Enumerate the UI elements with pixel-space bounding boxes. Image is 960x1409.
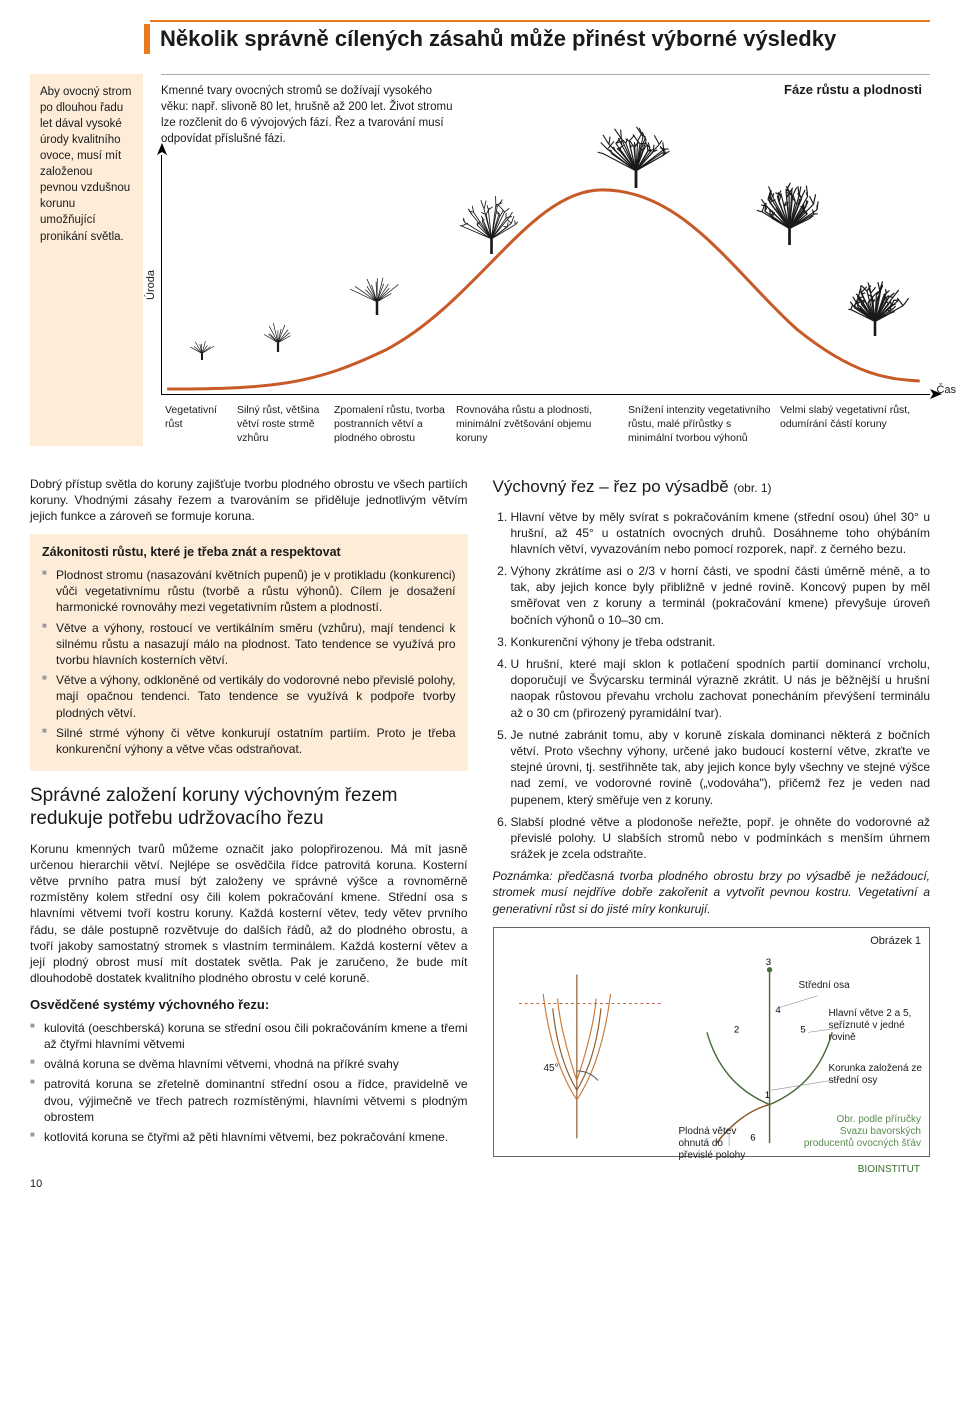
stage-label: Rovnováha růstu a plodnosti, minimální z… [456, 403, 626, 446]
tree-icon [597, 110, 675, 192]
svg-text:5: 5 [800, 1024, 805, 1035]
laws-box: Zákonitosti růstu, které je třeba znát a… [30, 534, 468, 771]
system-item: patrovitá koruna se zřetelně dominantní … [30, 1076, 468, 1125]
law-item: Plodnost stromu (nasazování květních pup… [42, 567, 456, 616]
systems-list: kulovitá (oeschberská) koruna se střední… [30, 1020, 468, 1145]
founding-paragraph: Korunu kmenných tvarů můžeme označit jak… [30, 841, 468, 987]
step-item: Hlavní větve by měly svírat s pokračován… [511, 509, 931, 558]
y-axis-label: Úroda [144, 270, 159, 300]
tree-icon [457, 185, 526, 258]
stage-label: Zpomalení růstu, tvorba postranních větv… [334, 403, 454, 446]
intro-paragraph: Dobrý přístup světla do koruny zajišťuje… [30, 476, 468, 525]
step-item: Slabší plodné větve a plodonoše neřežte,… [511, 814, 931, 863]
system-item: kotlovitá koruna se čtyřmi až pěti hlavn… [30, 1129, 468, 1145]
top-row: Aby ovocný strom po dlouhou řadu let dáv… [30, 74, 930, 446]
law-item: Větve a výhony, rostoucí ve vertikálním … [42, 620, 456, 669]
left-column: Dobrý přístup světla do koruny zajišťuje… [30, 476, 468, 1157]
step-item: U hrušní, které mají sklon k potlačení s… [511, 656, 931, 721]
title-rule [150, 20, 930, 22]
body-columns: Dobrý přístup světla do koruny zajišťuje… [30, 476, 930, 1157]
law-item: Větve a výhony, odkloněné od vertikály d… [42, 672, 456, 721]
tree-icon [842, 270, 908, 340]
step-item: Je nutné zabránit tomu, aby v koruně zís… [511, 727, 931, 808]
x-arrow-icon [928, 389, 942, 399]
figure-caption: Obrázek 1 [870, 934, 921, 949]
svg-text:2: 2 [733, 1024, 738, 1035]
system-item: oválná koruna se dvěma hlavními větvemi,… [30, 1056, 468, 1072]
step-item: Konkurenční výhony je třeba odstranit. [511, 634, 931, 650]
label-axis: Střední osa [799, 980, 850, 992]
stage-label: Velmi slabý vegetativní růst, odumírání … [780, 403, 930, 446]
svg-text:3: 3 [765, 957, 770, 968]
section-heading-founding: Správné založení koruny výchovným řezem … [30, 785, 468, 831]
figure-1: Obrázek 1 [493, 927, 931, 1157]
growth-chart: Kmenné tvary ovocných stromů se dožívají… [161, 74, 930, 446]
right-heading: Výchovný řez – řez po výsadbě (obr. 1) [493, 476, 931, 499]
page-number: 10 [30, 1177, 930, 1192]
right-heading-main: Výchovný řez – řez po výsadbě [493, 477, 729, 496]
tree-icon [752, 170, 827, 249]
tree-icon [257, 310, 299, 356]
label-45: 45° [544, 1063, 559, 1075]
systems-heading: Osvědčené systémy výchovného řezu: [30, 996, 468, 1014]
step-item: Výhony zkrátíme asi o 2/3 v horní části,… [511, 563, 931, 628]
tree-icon [187, 330, 217, 364]
note-paragraph: Poznámka: předčasná tvorba plodného obro… [493, 868, 931, 917]
stage-label: Vegetativní růst [165, 403, 235, 446]
figure-credit: Obr. podle příručky Svazu bavorských pro… [804, 1114, 921, 1150]
stage-label: Silný růst, většina větví roste strmě vz… [237, 403, 332, 446]
steps-list: Hlavní větve by měly svírat s pokračován… [493, 509, 931, 863]
right-heading-ref: (obr. 1) [733, 481, 771, 495]
stage-labels: Vegetativní růstSilný růst, většina větv… [165, 403, 930, 446]
page-title: Několik správně cílených zásahů může při… [144, 24, 930, 54]
phase-title: Fáze růstu a plodnosti [784, 81, 922, 99]
label-main-branches: Hlavní větve 2 a 5, seříznuté v jedné ro… [829, 1008, 929, 1044]
law-item: Silné strmé výhony či větve konkurují os… [42, 725, 456, 757]
stage-label: Snížení intenzity vegetativního růstu, m… [628, 403, 778, 446]
system-item: kulovitá (oeschberská) koruna se střední… [30, 1020, 468, 1052]
curve-box: Úroda Čas [161, 155, 930, 395]
right-column: Výchovný řez – řez po výsadbě (obr. 1) H… [493, 476, 931, 1157]
logo: BIOINSTITUT [858, 1163, 920, 1177]
svg-text:1: 1 [764, 1090, 769, 1101]
tree-icon [347, 255, 407, 319]
label-crown: Korunka založená ze střední osy [829, 1063, 929, 1087]
chart-caption: Kmenné tvary ovocných stromů se dožívají… [161, 83, 461, 147]
svg-text:4: 4 [775, 1005, 781, 1016]
laws-heading: Zákonitosti růstu, které je třeba znát a… [42, 544, 456, 561]
label-bent: Plodná větev ohnutá do převislé polohy [679, 1126, 759, 1162]
sidebar-box: Aby ovocný strom po dlouhou řadu let dáv… [30, 74, 143, 446]
